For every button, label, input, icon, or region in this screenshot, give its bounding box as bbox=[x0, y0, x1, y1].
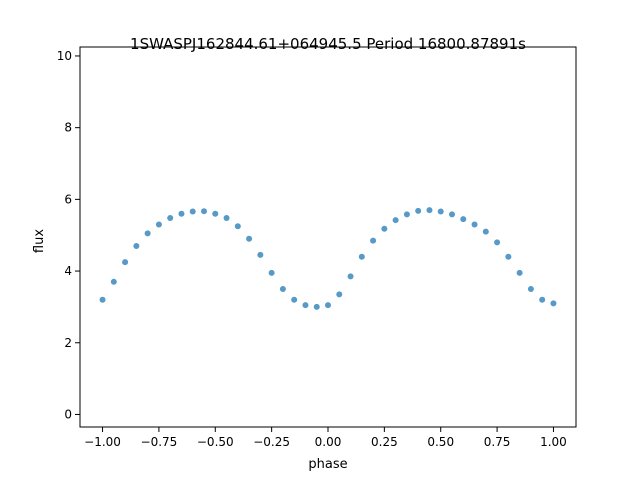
data-points bbox=[99, 207, 557, 310]
data-point-3 bbox=[133, 242, 140, 249]
y-tick-label-2: 4 bbox=[64, 264, 72, 278]
data-point-15 bbox=[268, 269, 275, 276]
data-point-32 bbox=[460, 216, 467, 223]
data-point-12 bbox=[234, 223, 241, 230]
data-point-37 bbox=[516, 269, 523, 276]
x-tick-label-7: 0.75 bbox=[484, 435, 511, 449]
data-point-35 bbox=[494, 239, 501, 246]
y-tick-label-4: 8 bbox=[64, 121, 72, 135]
data-point-19 bbox=[313, 303, 320, 310]
data-point-34 bbox=[482, 228, 489, 235]
data-point-18 bbox=[302, 302, 309, 309]
data-point-16 bbox=[279, 285, 286, 292]
x-tick-label-8: 1.00 bbox=[540, 435, 567, 449]
data-point-27 bbox=[403, 211, 410, 218]
data-point-23 bbox=[358, 253, 365, 260]
data-point-39 bbox=[539, 296, 546, 303]
data-point-6 bbox=[167, 215, 174, 221]
x-tick-label-3: −0.25 bbox=[253, 435, 290, 449]
data-point-5 bbox=[155, 221, 162, 228]
data-point-40 bbox=[550, 300, 557, 307]
data-point-17 bbox=[291, 296, 298, 303]
y-tick-label-1: 2 bbox=[64, 336, 72, 350]
data-point-11 bbox=[223, 215, 230, 221]
data-point-14 bbox=[257, 251, 264, 258]
y-axis-ticks: 0 2 4 6 8 10 bbox=[57, 49, 80, 421]
data-point-29 bbox=[426, 207, 433, 214]
data-point-9 bbox=[201, 208, 207, 215]
y-tick-label-5: 10 bbox=[57, 49, 72, 63]
data-point-1 bbox=[110, 278, 117, 285]
data-point-13 bbox=[246, 235, 253, 242]
data-point-28 bbox=[415, 207, 422, 214]
data-point-26 bbox=[392, 217, 399, 224]
y-tick-label-3: 6 bbox=[64, 192, 72, 206]
data-point-2 bbox=[122, 259, 129, 266]
chart-title: 1SWASPJ162844.61+064945.5 Period 16800.8… bbox=[130, 35, 526, 53]
x-tick-label-0: −1.00 bbox=[84, 435, 121, 449]
data-point-7 bbox=[178, 210, 185, 217]
data-point-0 bbox=[99, 296, 106, 303]
x-axis-ticks: −1.00 −0.75 −0.50 −0.25 0.00 0.25 0.50 0.75 1.00 bbox=[84, 427, 567, 449]
x-tick-label-4: 0.00 bbox=[315, 435, 342, 449]
x-tick-label-5: 0.25 bbox=[371, 435, 398, 449]
data-point-31 bbox=[449, 211, 455, 218]
plot-area-frame bbox=[79, 46, 577, 428]
x-tick-label-6: 0.50 bbox=[427, 435, 454, 449]
data-point-36 bbox=[505, 253, 512, 260]
data-point-8 bbox=[189, 208, 196, 215]
data-point-21 bbox=[336, 291, 343, 298]
y-axis-label: flux bbox=[32, 229, 47, 253]
data-point-20 bbox=[325, 302, 331, 309]
data-point-38 bbox=[527, 285, 534, 292]
x-tick-label-1: −0.75 bbox=[141, 435, 178, 449]
x-tick-label-2: −0.50 bbox=[197, 435, 234, 449]
data-point-10 bbox=[212, 210, 219, 217]
y-tick-label-0: 0 bbox=[64, 407, 72, 421]
data-point-4 bbox=[144, 230, 151, 237]
data-point-24 bbox=[370, 237, 377, 244]
data-point-33 bbox=[471, 221, 478, 228]
x-axis-label: phase bbox=[308, 457, 347, 472]
data-point-30 bbox=[437, 208, 444, 215]
data-point-22 bbox=[347, 273, 354, 280]
data-point-25 bbox=[381, 225, 388, 232]
